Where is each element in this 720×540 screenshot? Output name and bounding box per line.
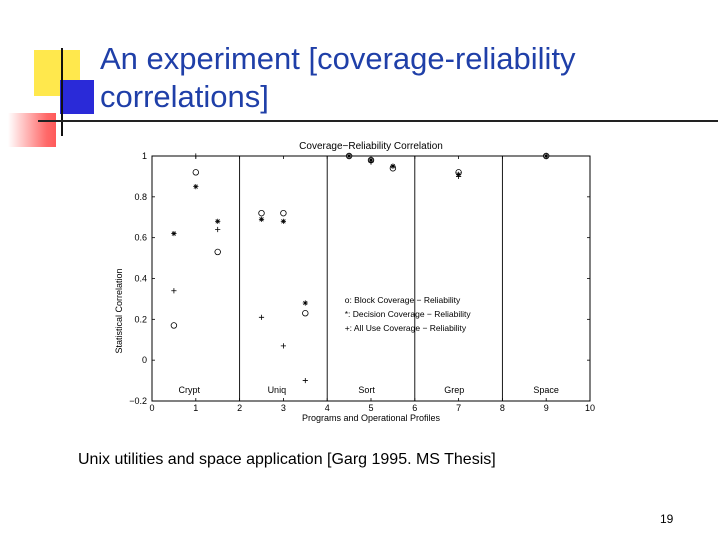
x-tick-label-6: 6 [412,403,417,413]
point-circle-5 [302,310,309,317]
point-plus-4 [280,343,286,349]
chart-title: Coverage−Reliability Correlation [299,141,443,152]
x-tick-label-0: 0 [149,403,154,413]
title-underline-rule [38,120,718,122]
point-circle-3 [258,209,265,217]
decor-vertical-rule [61,48,63,136]
point-circle-6 [345,152,353,160]
point-circle-2 [214,248,221,256]
point-star-1 [193,184,199,190]
x-tick-label-8: 8 [500,403,505,413]
x-tick-label-4: 4 [325,403,330,413]
group-label-uniq: Uniq [268,385,287,395]
point-plus-7 [368,159,374,165]
y-tick-label-5: 0.8 [134,192,147,202]
point-plus-2 [215,226,221,233]
y-tick-label-4: 0.6 [134,233,147,243]
point-plus-9 [456,173,462,180]
point-plus-8 [390,163,396,169]
page-number: 19 [660,512,674,526]
y-tick-label-6: 1 [142,151,147,161]
group-label-crypt: Crypt [178,385,200,395]
coverage-reliability-chart: Coverage−Reliability Correlation Program… [114,141,595,423]
x-tick-label-1: 1 [193,403,198,413]
x-tick-label-9: 9 [544,403,549,413]
y-tick-label-3: 0.4 [134,274,147,284]
point-star-0 [171,230,177,237]
point-star-5 [302,300,308,306]
chart-x-axis-label: Programs and Operational Profiles [302,413,441,423]
point-plus-5 [302,377,308,384]
point-plus-1 [193,153,199,159]
group-label-sort: Sort [358,385,375,395]
point-plus-6 [346,153,352,159]
point-star-4 [280,218,286,224]
point-circle-0 [170,322,178,329]
point-circle-10 [543,152,550,160]
x-tick-label-7: 7 [456,403,461,413]
x-tick-label-10: 10 [585,403,595,413]
group-label-space: Space [533,385,559,395]
plot-frame [151,155,591,402]
point-circle-4 [280,209,287,217]
point-circle-1 [192,169,199,176]
legend-entry-2: +: All Use Coverage − Reliability [345,323,467,333]
legend-entry-1: *: Decision Coverage − Reliability [345,309,472,319]
y-tick-label-1: 0 [142,355,147,365]
decor-blue-square [60,80,94,114]
point-plus-0 [171,288,177,294]
y-tick-label-2: 0.2 [134,314,147,324]
y-tick-label-0: −0.2 [129,396,147,406]
point-plus-10 [543,153,549,159]
point-plus-3 [258,314,265,320]
point-star-2 [215,218,221,224]
point-star-3 [258,216,265,222]
x-tick-label-5: 5 [368,403,373,413]
group-label-grep: Grep [444,385,464,395]
decor-red-gradient-bar [8,113,56,147]
chart-y-axis-label: Statistical Correlation [114,268,124,353]
x-tick-label-2: 2 [237,403,242,413]
x-tick-label-3: 3 [281,403,286,413]
slide-title: An experiment [coverage-reliability corr… [100,41,576,114]
slide-caption: Unix utilities and space application [Ga… [78,451,496,468]
legend-entry-0: o: Block Coverage − Reliability [345,295,461,305]
